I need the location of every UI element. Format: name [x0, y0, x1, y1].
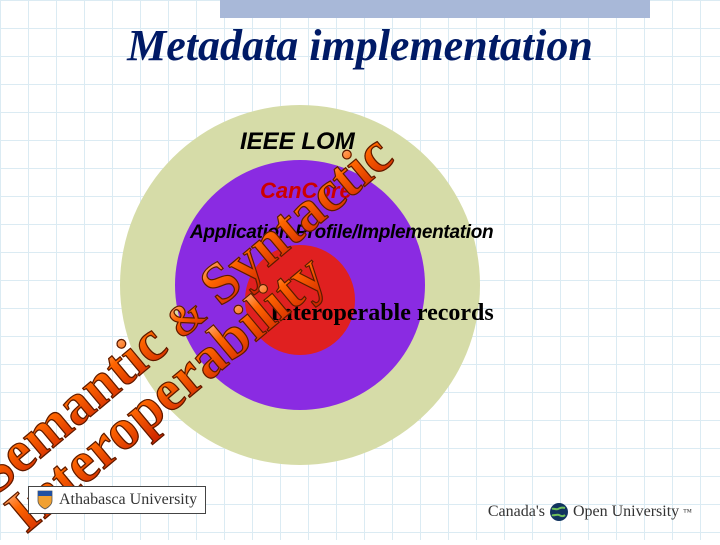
globe-icon: [549, 502, 569, 522]
slide-title: Metadata implementation: [0, 20, 720, 71]
logo-athabasca-text: Athabasca University: [59, 491, 197, 509]
logo-right-brand: Open University: [573, 503, 679, 521]
logo-open-university: Canada's Open University ™: [488, 502, 692, 522]
footer: Athabasca University Canada's Open Unive…: [28, 486, 692, 522]
logo-right-prefix: Canada's: [488, 503, 545, 521]
logo-athabasca: Athabasca University: [28, 486, 206, 514]
slide-top-bar: [220, 0, 650, 18]
trademark-symbol: ™: [683, 507, 692, 517]
shield-icon: [37, 490, 53, 510]
